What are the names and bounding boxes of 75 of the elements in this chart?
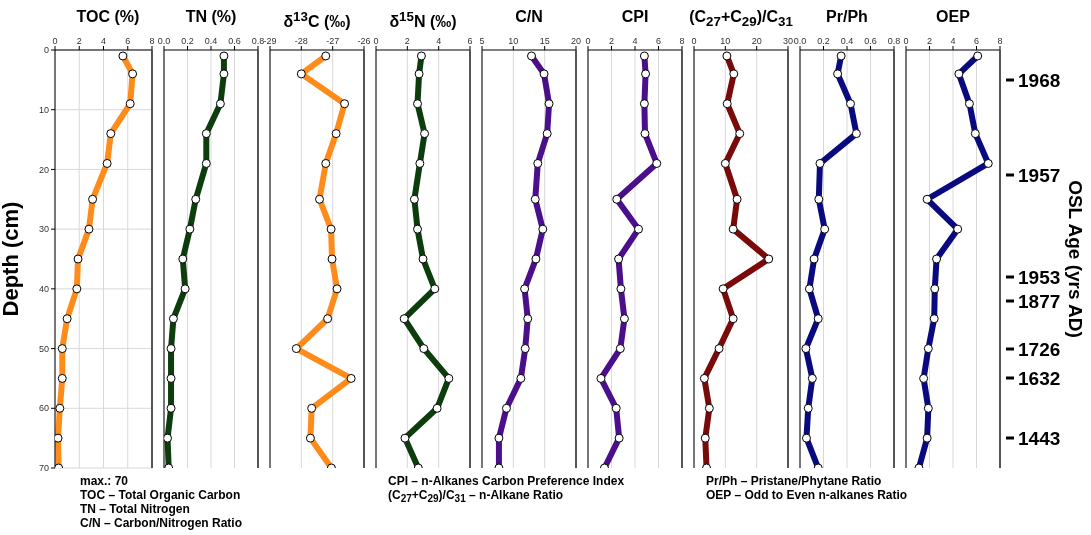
x-tick-label: 15	[539, 36, 550, 46]
chart-title: TOC (%)	[75, 7, 141, 27]
chart-title: OEP	[935, 7, 971, 27]
y-tick-label: 70	[38, 463, 49, 474]
x-tick-label: 0	[52, 36, 58, 46]
x-tick-label: 8	[997, 36, 1003, 46]
text: CPI – n-Alkanes Carbon Preference Index	[388, 474, 625, 488]
text: OEP – Odd to Even n-alkanes Ratio	[706, 488, 908, 502]
chart-title: δ$^{13}$C (‰)	[282, 8, 352, 31]
text: TN – Total Nitrogen	[80, 502, 191, 516]
x-tick-label: 4	[632, 36, 638, 46]
y-tick-label: 50	[38, 343, 49, 354]
x-tick-label: 6	[973, 36, 980, 46]
x-tick-label: 0	[585, 36, 591, 46]
x-tick-label: 8	[149, 36, 155, 46]
x-tick-label: 0	[691, 36, 697, 46]
x-tick-label: 0.0	[793, 36, 807, 46]
text: Pr/Ph – Pristane/Phytane Ratio	[706, 474, 883, 488]
x-tick-label: 0.4	[204, 36, 218, 46]
x-tick-label: 6	[125, 36, 131, 46]
text: 1632	[1018, 367, 1061, 389]
x-tick-label: -28	[294, 36, 308, 46]
chart-title: C/N	[514, 7, 544, 27]
x-tick-label: 6	[467, 36, 473, 46]
chart-title: Pr/Ph	[825, 7, 869, 27]
x-tick-label: 2	[76, 36, 82, 46]
x-tick-label: 8	[679, 36, 685, 46]
x-tick-label: 10	[508, 36, 519, 46]
y-axis-title: Depth (cm)	[0, 201, 23, 317]
x-tick-label: 5	[479, 36, 485, 46]
chart-title: δ$^{15}$N (‰)	[388, 8, 458, 31]
y-tick-label: 60	[38, 403, 49, 414]
text: 1968	[1018, 69, 1061, 91]
y-tick-label: 0	[43, 45, 49, 56]
x-tick-label: -29	[263, 36, 277, 46]
x-tick-label: -27	[326, 36, 340, 46]
y-tick-label: 20	[38, 164, 49, 175]
x-tick-label: 2	[608, 36, 615, 46]
x-tick-label: 0.6	[864, 36, 877, 46]
x-tick-label: 0.8	[251, 36, 265, 46]
text: C/N – Carbon/Nitrogen Ratio	[80, 516, 243, 530]
chart-title: TN (%)	[184, 7, 238, 27]
x-tick-label: 20	[570, 36, 582, 46]
x-tick-label: 6	[655, 36, 662, 46]
x-tick-label: -26	[357, 36, 371, 46]
text: 1443	[1018, 427, 1061, 449]
x-tick-label: 30	[782, 36, 794, 46]
text: 1957	[1018, 164, 1061, 186]
y-tick-label: 30	[38, 224, 49, 235]
x-tick-label: 0	[373, 36, 379, 46]
x-tick-label: 20	[751, 36, 762, 46]
x-tick-label: 0.4	[840, 36, 854, 46]
x-tick-label: 10	[720, 36, 731, 46]
x-tick-label: 0	[903, 36, 909, 46]
x-tick-label: 4	[436, 36, 442, 46]
text: 1726	[1018, 338, 1061, 360]
text: (C$_{27}$+C$_{29}$)/C$_{31}$ – n-Alkane Ratio	[388, 488, 565, 507]
y2-axis-title: OSL Age (yrs AD)	[1064, 180, 1086, 338]
text: max.: 70	[80, 474, 130, 488]
text: 1953	[1018, 266, 1061, 288]
text: TOC – Total Organic Carbon	[80, 488, 242, 502]
x-tick-label: 0.0	[157, 36, 171, 46]
x-tick-label: 0.8	[887, 36, 901, 46]
x-tick-label: 0.6	[228, 36, 241, 46]
x-tick-label: 4	[100, 36, 107, 46]
chart-title: (C$_{27}$+C$_{29}$)/C$_{31}$	[688, 7, 794, 30]
y-tick-label: 10	[38, 104, 49, 115]
x-tick-label: 0.2	[181, 36, 194, 46]
text: 1877	[1018, 290, 1061, 312]
y-tick-label: 40	[38, 284, 49, 295]
x-tick-label: 2	[404, 36, 410, 46]
x-tick-label: 2	[926, 36, 933, 46]
x-tick-label: 4	[950, 36, 956, 46]
x-tick-label: 0.2	[817, 36, 830, 46]
chart-title: CPI	[620, 7, 650, 27]
